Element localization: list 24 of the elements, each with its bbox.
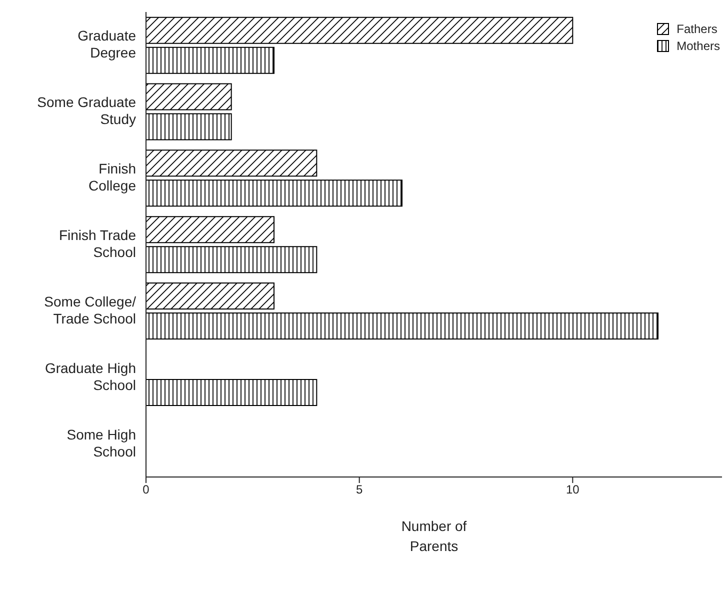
bar (146, 16, 574, 44)
bar (146, 378, 318, 406)
y-tick-label: Graduate Degree (78, 27, 136, 60)
y-tick-label: Some Graduate Study (37, 94, 136, 127)
bar (146, 113, 232, 140)
bar (146, 282, 274, 310)
y-tick-label: Finish Trade School (58, 226, 136, 260)
bar (146, 216, 274, 244)
bar (146, 46, 274, 74)
y-tick-label: Some College/ Trade School (44, 293, 136, 326)
bar (146, 83, 232, 110)
x-tick-label: 0 (142, 482, 150, 497)
legend-label: Mothers (676, 39, 720, 53)
x-tick-label: 10 (566, 482, 580, 497)
y-tick-label: Finish College (88, 160, 136, 194)
bar (146, 246, 318, 274)
legend-label: Fathers (676, 22, 718, 36)
y-tick-label: Graduate High School (44, 360, 136, 393)
x-axis-title: Number of Parents (401, 518, 467, 554)
x-tick-label: 5 (356, 482, 363, 497)
bar (146, 312, 658, 340)
bar (146, 180, 402, 207)
bar (146, 150, 318, 177)
y-tick-label: Some High School (66, 426, 136, 459)
